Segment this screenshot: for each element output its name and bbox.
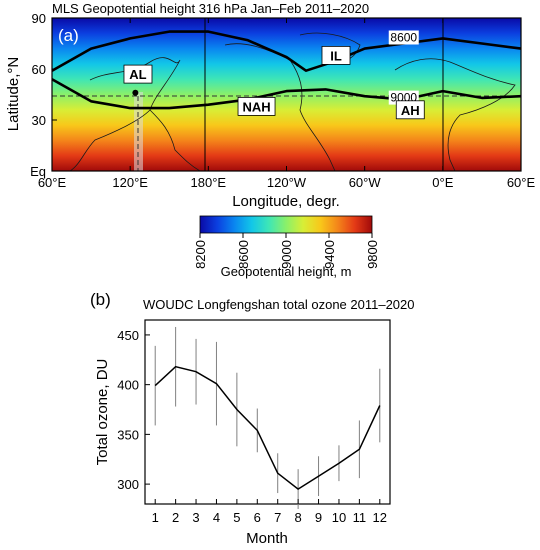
map-y-tick-label: 90 xyxy=(32,11,46,26)
map-y-tick-label: 30 xyxy=(32,113,46,128)
europe-africa-coastline xyxy=(394,58,516,171)
colorbar-tick-label: 8600 xyxy=(236,240,251,269)
ozone-x-tick-label: 7 xyxy=(274,510,281,525)
colorbar-tick-label: 8200 xyxy=(193,240,208,269)
ozone-title: WOUDC Longfengshan total ozone 2011–2020 xyxy=(143,297,415,312)
map-y-ticks: Eq 30 60 90 xyxy=(30,11,57,179)
region-labels: AL IL NAH AH xyxy=(123,46,425,120)
ozone-x-axis-label: Month xyxy=(246,530,288,547)
map-x-tick-label: 120°W xyxy=(267,175,307,190)
ozone-series-line xyxy=(154,365,381,491)
colorbar-tick-label: 9000 xyxy=(279,240,294,269)
ozone-x-tick-label: 1 xyxy=(152,510,159,525)
map-x-tick-label: 0°E xyxy=(432,175,453,190)
ozone-panel-label: (b) xyxy=(90,290,111,309)
ozone-x-tick-label: 12 xyxy=(373,510,387,525)
contour-9000 xyxy=(51,78,522,110)
ozone-plot-frame xyxy=(144,319,391,505)
map-y-tick-label: 60 xyxy=(32,62,46,77)
colorbar-ticks: 8200 8600 9000 9400 9800 xyxy=(193,233,380,269)
region-label-box xyxy=(237,97,276,116)
colorbar-tick-label: 9800 xyxy=(365,240,380,269)
ozone-x-tick-label: 5 xyxy=(233,510,240,525)
ozone-panel: (b) WOUDC Longfengshan total ozone 2011–… xyxy=(90,290,415,547)
north-america-coastline xyxy=(224,43,336,171)
contour-label-8600: 8600 xyxy=(390,31,417,45)
ozone-x-tick-label: 6 xyxy=(254,510,261,525)
contour-label-background xyxy=(388,30,419,45)
ozone-y-tick-label: 450 xyxy=(117,328,139,343)
map-x-tick-label: 60°E xyxy=(38,175,67,190)
ozone-x-ticks: 1 2 3 4 5 6 7 8 9 10 11 12 xyxy=(152,499,387,525)
colorbar-label: Geopotential height, m xyxy=(221,264,352,279)
region-label-box xyxy=(395,100,425,120)
ozone-y-tick-label: 350 xyxy=(117,427,139,442)
ozone-x-tick-label: 4 xyxy=(213,510,220,525)
ozone-y-ticks: 300 350 400 450 xyxy=(117,328,150,492)
region-label-ah: AH xyxy=(401,103,420,118)
region-label-nah: NAH xyxy=(242,99,270,114)
map-x-axis-label: Longitude, degr. xyxy=(232,193,340,210)
region-label-box xyxy=(321,46,351,65)
map-y-tick-label: Eq xyxy=(30,164,46,179)
ozone-y-tick-label: 300 xyxy=(117,477,139,492)
map-x-tick-label: 60°W xyxy=(349,175,382,190)
east-asia-coastline xyxy=(149,109,201,171)
colorbar: 8200 8600 9000 9400 9800 Geopotential height… xyxy=(193,215,380,279)
ozone-y-tick-label: 400 xyxy=(117,378,139,393)
station-marker xyxy=(132,89,139,96)
colorbar-tick-label: 9400 xyxy=(322,240,337,269)
map-x-tick-label: 60°E xyxy=(507,175,536,190)
map-x-ticks: 60°E 120°E 180°E 120°W 60°W 0°E 60°E xyxy=(38,18,536,190)
contour-8600 xyxy=(51,30,522,72)
map-y-axis-label: Latitude,°N xyxy=(5,57,22,131)
colorbar-scale xyxy=(199,215,373,234)
region-label-al: AL xyxy=(129,67,146,82)
region-label-box xyxy=(123,64,153,84)
ozone-x-tick-label: 8 xyxy=(295,510,302,525)
ozone-x-tick-label: 3 xyxy=(192,510,199,525)
map-panel-label: (a) xyxy=(58,26,79,45)
map-x-tick-label: 180°E xyxy=(191,175,227,190)
region-label-il: IL xyxy=(330,48,342,63)
ozone-x-tick-label: 10 xyxy=(332,510,346,525)
map-x-tick-label: 120°E xyxy=(112,175,148,190)
ozone-x-tick-label: 2 xyxy=(172,510,179,525)
map-title: MLS Geopotential height 316 hPa Jan–Feb … xyxy=(52,1,369,16)
ozone-y-axis-label: Total ozone, DU xyxy=(94,359,111,466)
ozone-x-tick-label: 9 xyxy=(315,510,322,525)
ozone-x-tick-label: 11 xyxy=(353,510,367,525)
